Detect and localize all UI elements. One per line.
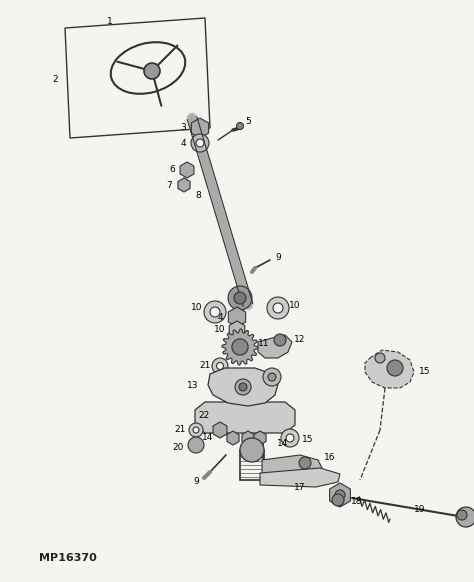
Text: 10: 10: [214, 325, 226, 335]
Circle shape: [232, 339, 248, 355]
Text: 20: 20: [173, 442, 184, 452]
Circle shape: [228, 286, 252, 310]
Text: 19: 19: [414, 506, 426, 514]
Circle shape: [239, 383, 247, 391]
Polygon shape: [180, 162, 194, 178]
Text: 18: 18: [351, 498, 363, 506]
Polygon shape: [191, 118, 209, 138]
Text: 12: 12: [294, 335, 306, 345]
Text: 21: 21: [174, 425, 186, 435]
Circle shape: [274, 334, 286, 346]
Polygon shape: [213, 422, 227, 438]
Polygon shape: [228, 307, 246, 327]
Circle shape: [240, 438, 264, 462]
Circle shape: [457, 510, 467, 520]
Circle shape: [210, 307, 220, 317]
Circle shape: [189, 423, 203, 437]
Text: 16: 16: [324, 453, 336, 463]
Text: 5: 5: [245, 118, 251, 126]
Text: 14: 14: [202, 434, 214, 442]
Polygon shape: [208, 368, 278, 406]
Circle shape: [191, 134, 209, 152]
Text: 3: 3: [180, 123, 186, 133]
Text: MP16370: MP16370: [39, 553, 97, 563]
Circle shape: [335, 490, 345, 500]
Text: 4: 4: [217, 314, 223, 322]
Circle shape: [188, 437, 204, 453]
Text: 1: 1: [107, 17, 113, 27]
Circle shape: [387, 360, 403, 376]
Circle shape: [204, 301, 226, 323]
Polygon shape: [329, 483, 350, 507]
Circle shape: [237, 122, 244, 130]
Circle shape: [234, 292, 246, 304]
Circle shape: [267, 297, 289, 319]
Polygon shape: [262, 455, 322, 475]
Circle shape: [193, 427, 199, 433]
Circle shape: [299, 457, 311, 469]
Circle shape: [456, 507, 474, 527]
Polygon shape: [242, 431, 254, 445]
Polygon shape: [195, 402, 295, 433]
Circle shape: [268, 373, 276, 381]
Circle shape: [196, 139, 204, 147]
Polygon shape: [365, 350, 414, 388]
Circle shape: [281, 429, 299, 447]
Text: 13: 13: [187, 381, 199, 391]
Circle shape: [286, 434, 294, 442]
Polygon shape: [260, 468, 340, 487]
Text: 11: 11: [258, 339, 270, 349]
Polygon shape: [178, 178, 190, 192]
Circle shape: [144, 63, 160, 79]
Text: 17: 17: [294, 482, 306, 492]
Text: 6: 6: [169, 165, 175, 175]
Polygon shape: [258, 335, 292, 358]
Polygon shape: [229, 321, 245, 339]
Polygon shape: [222, 329, 258, 365]
Text: 4: 4: [180, 139, 186, 147]
Circle shape: [217, 363, 224, 370]
Text: 2: 2: [52, 76, 58, 84]
Circle shape: [332, 494, 344, 506]
Text: 15: 15: [419, 367, 431, 377]
Text: 9: 9: [275, 253, 281, 261]
Text: 8: 8: [195, 190, 201, 200]
Text: 15: 15: [302, 435, 314, 445]
Circle shape: [273, 303, 283, 313]
Text: 14: 14: [277, 438, 289, 448]
Text: 10: 10: [289, 300, 301, 310]
Text: 9: 9: [193, 477, 199, 487]
Circle shape: [375, 353, 385, 363]
Text: 21: 21: [199, 361, 210, 371]
Circle shape: [212, 358, 228, 374]
Polygon shape: [227, 431, 239, 445]
Text: 10: 10: [191, 303, 203, 311]
Text: 7: 7: [166, 180, 172, 190]
Text: 22: 22: [199, 410, 210, 420]
Circle shape: [263, 368, 281, 386]
Circle shape: [235, 379, 251, 395]
Polygon shape: [254, 431, 266, 445]
